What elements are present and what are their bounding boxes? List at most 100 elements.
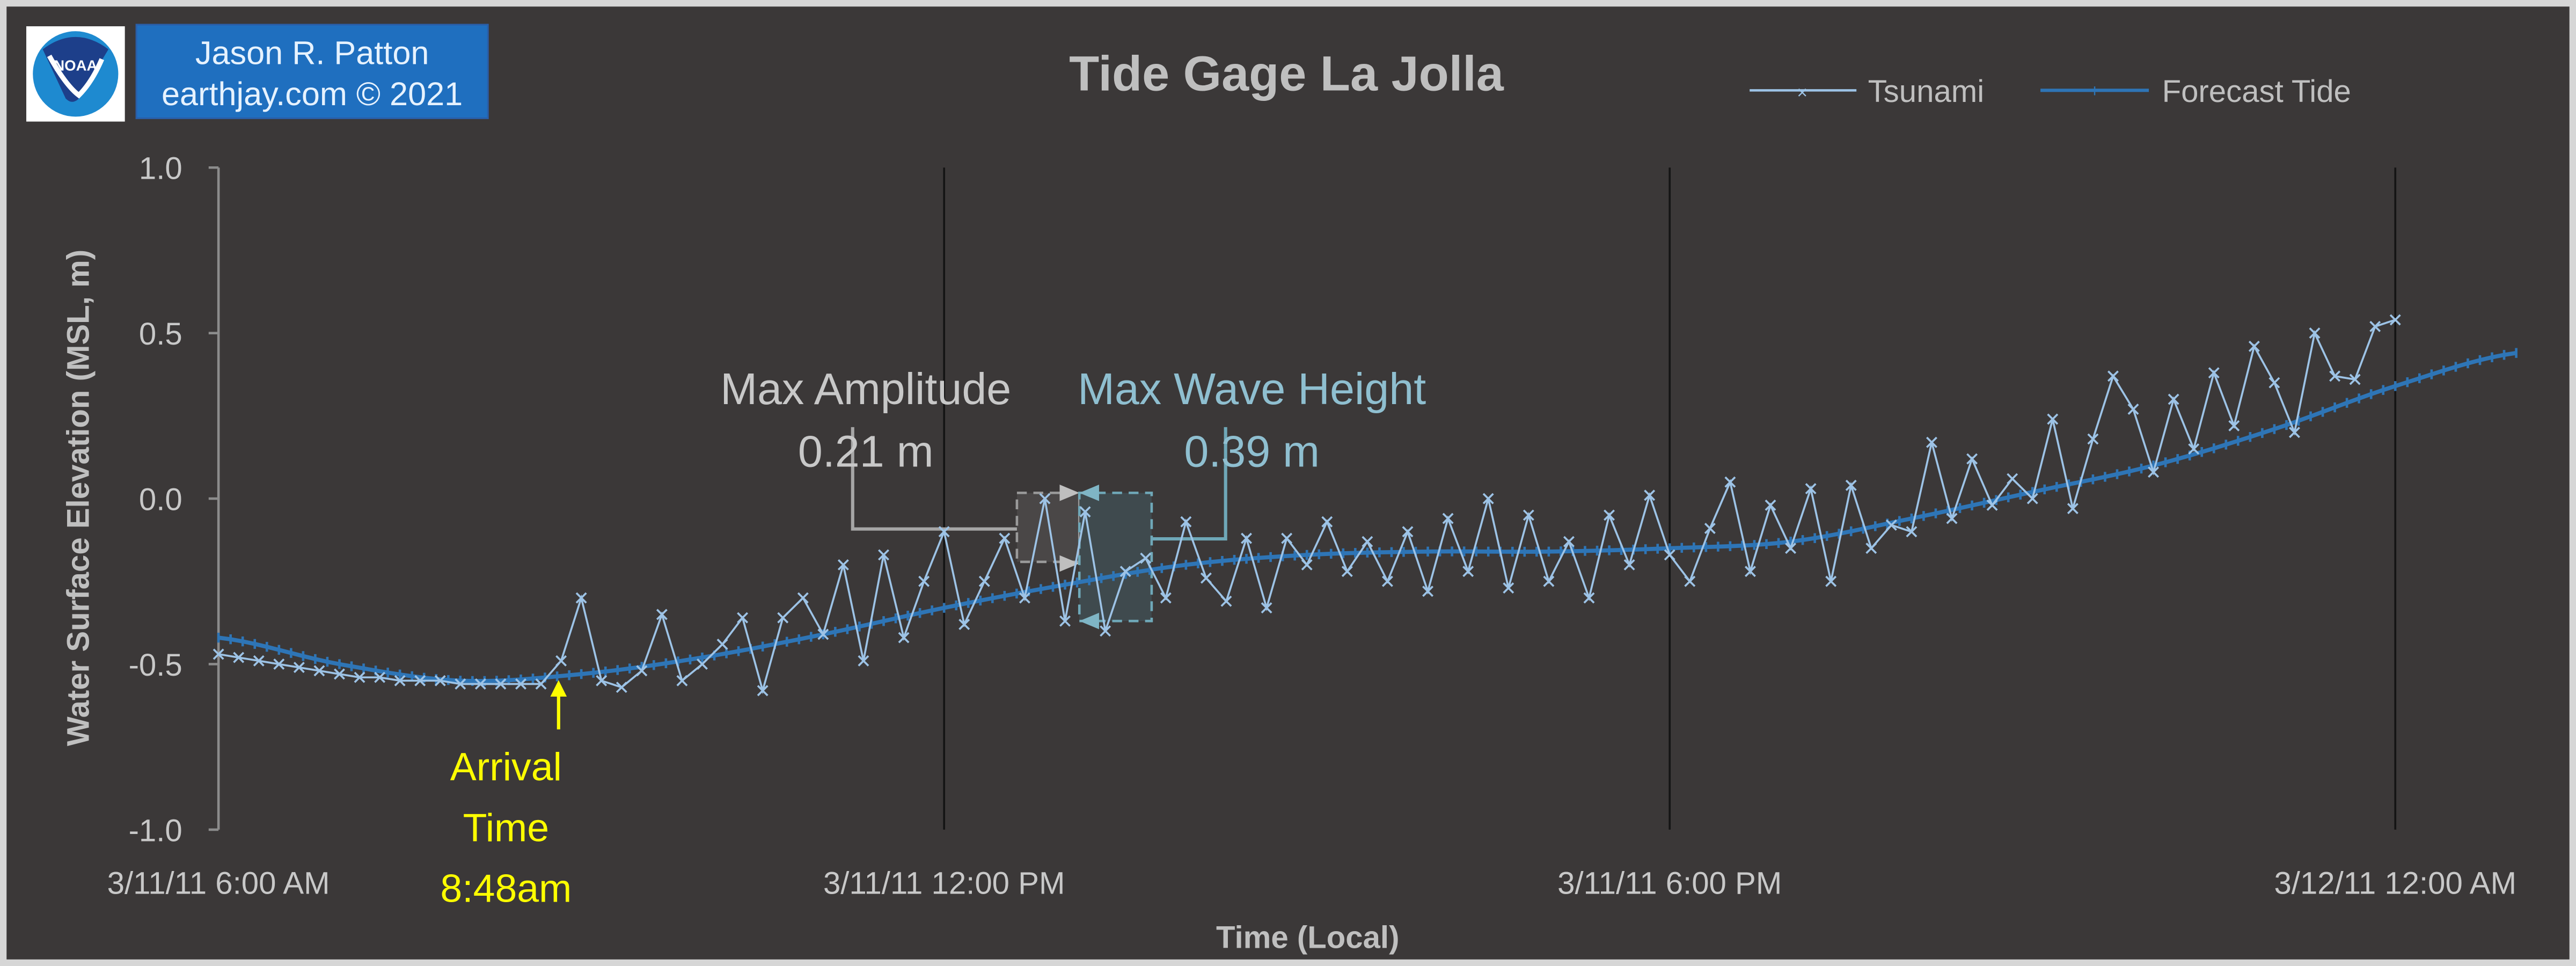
tsunami-marker bbox=[757, 685, 769, 697]
tsunami-marker bbox=[2309, 327, 2321, 339]
tsunami-marker bbox=[978, 575, 990, 587]
tsunami-marker bbox=[697, 658, 708, 670]
tsunami-marker bbox=[716, 639, 728, 650]
credit-box: Jason R. Patton earthjay.com © 2021 bbox=[135, 24, 489, 119]
tsunami-marker bbox=[1946, 513, 1958, 524]
max-wave-height-value: 0.39 m bbox=[1184, 426, 1320, 476]
tsunami-marker bbox=[898, 632, 910, 643]
tsunami-marker bbox=[1422, 586, 1434, 597]
chart-title: Tide Gage La Jolla bbox=[1069, 46, 1504, 101]
tsunami-marker bbox=[2248, 340, 2260, 352]
tsunami-marker bbox=[1785, 543, 1797, 554]
y-axis-title: Water Surface Elevation (MSL, m) bbox=[61, 250, 96, 746]
tsunami-marker bbox=[1321, 516, 1333, 528]
tsunami-marker bbox=[958, 618, 970, 630]
x-axis-title: Time (Local) bbox=[1216, 920, 1399, 955]
tsunami-marker bbox=[737, 612, 749, 624]
tsunami-marker bbox=[2369, 320, 2381, 332]
tsunami-marker bbox=[1563, 536, 1575, 547]
tsunami-marker bbox=[1241, 532, 1253, 544]
tsunami-marker bbox=[1381, 575, 1393, 587]
tsunami-marker bbox=[2026, 493, 2038, 504]
x-tick-label: 3/12/11 12:00 AM bbox=[2274, 866, 2516, 901]
tsunami-marker bbox=[1765, 499, 1776, 511]
tsunami-marker bbox=[2127, 404, 2139, 415]
tsunami-marker bbox=[394, 675, 406, 686]
tsunami-marker bbox=[1744, 566, 1756, 577]
tsunami-marker bbox=[1865, 543, 1877, 554]
tsunami-marker bbox=[1140, 552, 1152, 564]
tsunami-marker bbox=[414, 675, 426, 686]
grid bbox=[208, 166, 2397, 831]
tsunami-marker bbox=[2188, 443, 2200, 455]
series-layer bbox=[213, 314, 2518, 697]
tsunami-marker bbox=[636, 665, 648, 677]
y-ticks: 1.0 0.5 0.0 -0.5 -1.0 bbox=[129, 151, 182, 848]
tsunami-marker bbox=[293, 662, 305, 674]
tsunami-marker bbox=[1100, 625, 1111, 637]
arrival-line2: Time bbox=[463, 805, 550, 850]
tsunami-marker bbox=[2148, 466, 2160, 478]
tsunami-marker bbox=[616, 682, 627, 693]
arrival-line1: Arrival bbox=[450, 744, 562, 789]
tsunami-marker bbox=[2087, 433, 2099, 445]
tsunami-marker bbox=[233, 652, 245, 663]
tsunami-marker bbox=[1664, 549, 1675, 561]
tsunami-marker bbox=[1482, 493, 1494, 504]
tsunami-marker bbox=[656, 609, 668, 620]
tsunami-marker bbox=[2208, 367, 2220, 379]
tsunami-marker bbox=[434, 675, 446, 686]
x-tick-label: 3/11/11 6:00 AM bbox=[107, 866, 330, 901]
tsunami-marker bbox=[1220, 595, 1232, 607]
max-wave-height-label: Max Wave Height bbox=[1078, 364, 1426, 414]
tsunami-marker bbox=[1926, 436, 1937, 448]
tsunami-marker bbox=[1523, 509, 1534, 521]
tsunami-marker bbox=[596, 675, 608, 686]
noaa-logo-text: NOAA bbox=[54, 57, 97, 74]
tsunami-marker bbox=[1261, 602, 1272, 614]
tsunami-marker bbox=[1301, 559, 1313, 570]
credit-name: Jason R. Patton bbox=[195, 34, 429, 71]
tsunami-marker bbox=[878, 549, 889, 561]
legend-tsunami-label: Tsunami bbox=[1868, 74, 1985, 109]
tsunami-marker bbox=[2047, 413, 2059, 425]
y-tick-label: -1.0 bbox=[129, 813, 182, 848]
tsunami-marker bbox=[354, 671, 365, 683]
max-amplitude-value: 0.21 m bbox=[798, 426, 934, 476]
tsunami-marker bbox=[1462, 566, 1474, 577]
tsunami-marker bbox=[1684, 575, 1696, 587]
tsunami-marker bbox=[2168, 393, 2179, 405]
y-tick-label: 0.0 bbox=[139, 482, 182, 517]
tsunami-marker bbox=[1986, 499, 1998, 511]
tsunami-marker bbox=[1623, 559, 1635, 570]
tsunami-marker bbox=[858, 655, 869, 667]
tsunami-marker bbox=[2067, 503, 2079, 515]
legend: × Tsunami + Forecast Tide bbox=[1750, 74, 2351, 109]
legend-forecast-label: Forecast Tide bbox=[2162, 74, 2351, 109]
tsunami-marker bbox=[374, 671, 386, 683]
tsunami-marker bbox=[1059, 615, 1071, 627]
tsunami-marker bbox=[1362, 536, 1373, 547]
noaa-logo: NOAA bbox=[26, 26, 125, 122]
tsunami-marker bbox=[455, 678, 466, 690]
tsunami-marker bbox=[817, 628, 829, 640]
max-amplitude-label: Max Amplitude bbox=[720, 364, 1011, 414]
tsunami-marker bbox=[535, 678, 547, 690]
tsunami-marker bbox=[2107, 370, 2119, 382]
tsunami-marker bbox=[938, 526, 950, 538]
tsunami-marker bbox=[2289, 427, 2300, 438]
tsunami-marker bbox=[1200, 572, 1212, 584]
tsunami-marker bbox=[1180, 516, 1192, 528]
tsunami-marker bbox=[575, 592, 587, 604]
tsunami-marker bbox=[777, 612, 789, 624]
tsunami-marker bbox=[797, 592, 809, 604]
tsunami-marker bbox=[1604, 509, 1615, 521]
x-ticks: 3/11/11 6:00 AM 3/11/11 12:00 PM 3/11/11 6… bbox=[107, 866, 2516, 901]
tsunami-marker bbox=[2349, 374, 2361, 385]
tsunami-marker bbox=[1019, 592, 1030, 604]
tsunami-marker bbox=[1079, 506, 1091, 518]
tsunami-marker bbox=[1805, 483, 1817, 495]
y-tick-label: 1.0 bbox=[139, 151, 182, 186]
tsunami-marker bbox=[2329, 370, 2341, 382]
